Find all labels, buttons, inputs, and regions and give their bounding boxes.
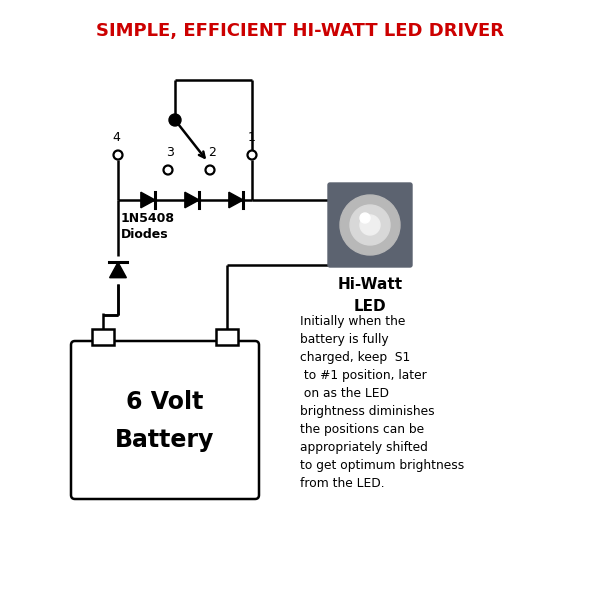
Circle shape <box>360 215 380 235</box>
Text: 2: 2 <box>208 146 216 159</box>
Text: 6 Volt: 6 Volt <box>127 390 203 414</box>
FancyBboxPatch shape <box>328 183 412 267</box>
Polygon shape <box>229 192 243 208</box>
Text: SIMPLE, EFFICIENT HI-WATT LED DRIVER: SIMPLE, EFFICIENT HI-WATT LED DRIVER <box>96 22 504 40</box>
Polygon shape <box>141 192 155 208</box>
Circle shape <box>340 195 400 255</box>
Text: 4: 4 <box>112 131 120 144</box>
Text: Battery: Battery <box>115 428 215 452</box>
Text: Initially when the
battery is fully
charged, keep  S1
 to #1 position, later
 on: Initially when the battery is fully char… <box>300 315 464 490</box>
Polygon shape <box>110 262 127 278</box>
Bar <box>216 329 238 345</box>
Text: 1: 1 <box>248 131 256 144</box>
FancyBboxPatch shape <box>71 341 259 499</box>
Circle shape <box>169 114 181 126</box>
Text: Hi-Watt: Hi-Watt <box>337 277 403 292</box>
Text: 3: 3 <box>166 146 174 159</box>
Polygon shape <box>185 192 199 208</box>
Circle shape <box>360 213 370 223</box>
Text: 1N5408
Diodes: 1N5408 Diodes <box>121 212 175 241</box>
Circle shape <box>350 205 390 245</box>
Text: LED: LED <box>353 299 386 314</box>
Bar <box>92 329 114 345</box>
